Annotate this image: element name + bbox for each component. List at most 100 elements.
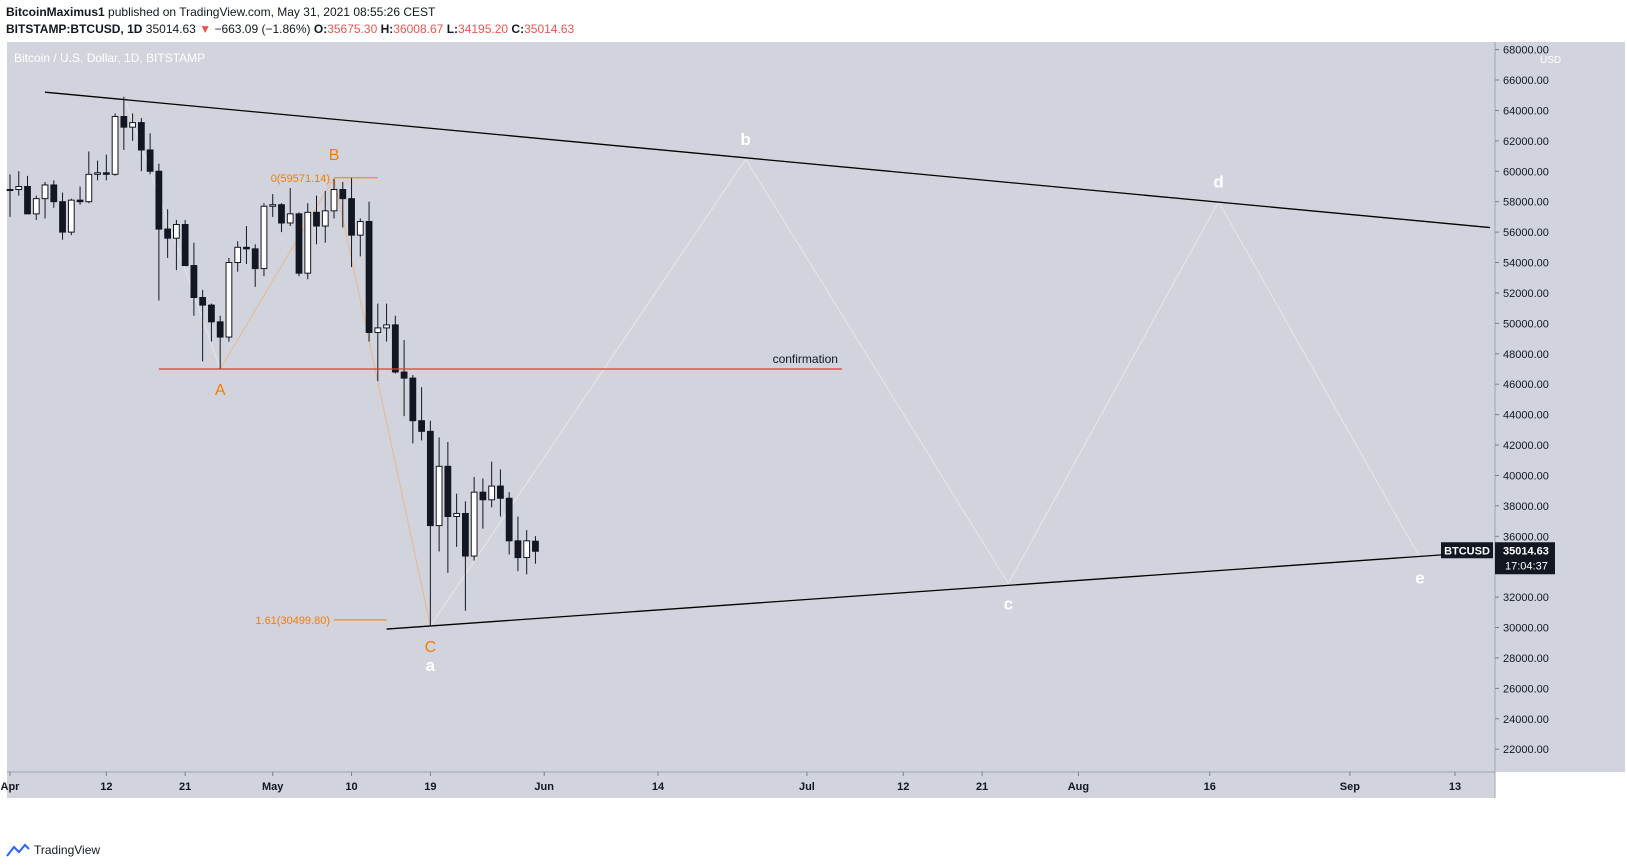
- candle-body[interactable]: [383, 324, 390, 329]
- candle-body[interactable]: [50, 184, 58, 203]
- candle-body[interactable]: [505, 497, 513, 542]
- candle-body[interactable]: [479, 491, 487, 501]
- candle-body[interactable]: [488, 485, 496, 501]
- candle-body[interactable]: [374, 327, 382, 333]
- candle-body[interactable]: [418, 420, 425, 432]
- fib-level-label: 1.61(30499.80): [255, 615, 330, 627]
- y-tick-label: 54000.00: [1503, 258, 1549, 270]
- y-tick-label: 52000.00: [1503, 288, 1549, 300]
- candle-body[interactable]: [295, 213, 303, 274]
- candle-body[interactable]: [129, 122, 136, 128]
- published-text: published on TradingView.com, May 31, 20…: [108, 5, 436, 19]
- candle-body[interactable]: [435, 465, 443, 527]
- symbol-tag: [1441, 542, 1493, 559]
- tradingview-footer[interactable]: TradingView: [6, 843, 100, 857]
- candle-body[interactable]: [532, 540, 539, 552]
- candle-body[interactable]: [24, 185, 31, 215]
- candle-body[interactable]: [94, 172, 101, 175]
- orange-wave-segment: [333, 177, 431, 627]
- candle-body[interactable]: [348, 198, 355, 236]
- candle-body[interactable]: [41, 184, 49, 200]
- candle-body[interactable]: [313, 211, 320, 227]
- candle-body[interactable]: [120, 116, 128, 128]
- lower-trendline[interactable]: [386, 550, 1491, 630]
- chart-title: Bitcoin / U.S. Dollar, 1D, BITSTAMP: [14, 51, 205, 65]
- wave-label-orange: C: [425, 639, 437, 656]
- time-axis[interactable]: [7, 772, 1495, 798]
- candle-body[interactable]: [190, 265, 198, 298]
- candle-body[interactable]: [409, 377, 417, 422]
- candle-body[interactable]: [164, 228, 172, 239]
- candle-body[interactable]: [137, 122, 145, 151]
- y-tick-label: 32000.00: [1503, 592, 1549, 604]
- candle-body[interactable]: [208, 304, 215, 323]
- candle-body[interactable]: [321, 210, 329, 227]
- candle-body[interactable]: [278, 204, 285, 224]
- x-tick-label: 12: [100, 781, 112, 793]
- y-tick-label: 64000.00: [1503, 105, 1549, 117]
- x-tick-label: Aug: [1068, 781, 1089, 793]
- candle-body[interactable]: [461, 512, 469, 557]
- candle-body[interactable]: [15, 185, 23, 191]
- candle-body[interactable]: [523, 540, 531, 559]
- candle-body[interactable]: [470, 491, 478, 557]
- white-wave-segment: [1218, 201, 1421, 558]
- candle-body[interactable]: [234, 246, 242, 264]
- x-tick-label: 21: [179, 781, 191, 793]
- y-tick-label: 58000.00: [1503, 197, 1549, 209]
- candle-body[interactable]: [111, 116, 119, 175]
- high-label: H:: [380, 22, 394, 36]
- author-name[interactable]: BitcoinMaximus1: [6, 5, 105, 19]
- candle-body[interactable]: [85, 173, 93, 203]
- price-tag-countdown: 17:04:37: [1505, 560, 1548, 572]
- candle-body[interactable]: [339, 189, 347, 200]
- upper-trendline[interactable]: [44, 91, 1491, 229]
- candle-body[interactable]: [225, 262, 233, 338]
- candle-body[interactable]: [32, 198, 40, 215]
- candle-body[interactable]: [426, 430, 434, 527]
- candle-body[interactable]: [146, 149, 154, 172]
- candle-body[interactable]: [497, 485, 504, 499]
- x-tick-label: 10: [345, 781, 357, 793]
- wave-label-white: c: [1004, 594, 1013, 613]
- x-tick-label: 16: [1204, 781, 1216, 793]
- low-label: L:: [446, 22, 459, 36]
- candle-body[interactable]: [199, 297, 207, 306]
- candle-body[interactable]: [59, 201, 66, 233]
- symbol-tag-label: BTCUSD: [1444, 545, 1490, 557]
- candle-body[interactable]: [304, 211, 312, 274]
- candle-body[interactable]: [444, 465, 452, 517]
- candle-body[interactable]: [330, 189, 338, 212]
- candle-body[interactable]: [356, 220, 364, 236]
- candle-body[interactable]: [514, 540, 522, 559]
- open-label: O:: [313, 22, 328, 36]
- candle-body[interactable]: [269, 204, 277, 207]
- candle-body[interactable]: [155, 170, 163, 230]
- candle-body[interactable]: [243, 246, 250, 250]
- x-tick-label: 19: [424, 781, 436, 793]
- x-tick-label: May: [262, 781, 284, 793]
- candle-body[interactable]: [102, 172, 110, 175]
- y-tick-label: 40000.00: [1503, 470, 1549, 482]
- x-tick-label: 14: [652, 781, 665, 793]
- currency-label: USD: [1540, 55, 1561, 66]
- plot-area[interactable]: [7, 42, 1495, 772]
- candle-body[interactable]: [391, 324, 399, 373]
- x-tick-label: Jun: [534, 781, 554, 793]
- candle-body[interactable]: [286, 213, 294, 224]
- candle-body[interactable]: [365, 220, 373, 333]
- candle-body[interactable]: [6, 189, 14, 192]
- candle-body[interactable]: [76, 199, 84, 203]
- candle-body[interactable]: [453, 512, 461, 517]
- price-axis[interactable]: [1495, 42, 1625, 772]
- candle-body[interactable]: [251, 248, 259, 270]
- candle-body[interactable]: [173, 224, 180, 239]
- candle-body[interactable]: [400, 371, 408, 379]
- candle-body[interactable]: [181, 224, 189, 267]
- y-tick-label: 36000.00: [1503, 531, 1549, 543]
- candle-body[interactable]: [260, 205, 268, 270]
- x-tick-label: 13: [1449, 781, 1461, 793]
- candle-body[interactable]: [67, 199, 75, 233]
- candle-body[interactable]: [216, 321, 224, 338]
